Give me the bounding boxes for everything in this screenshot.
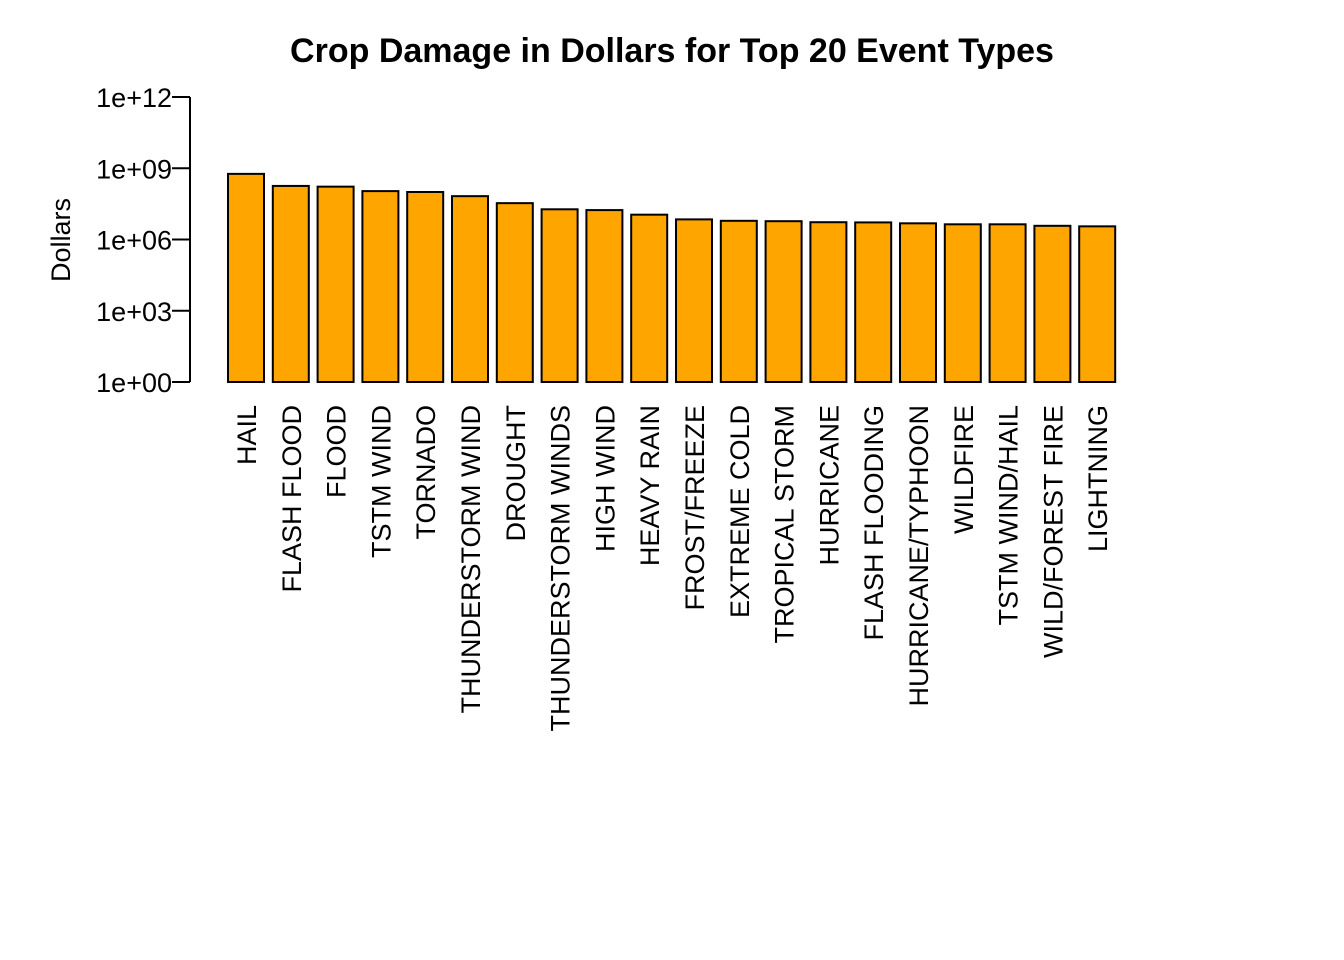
bar-flood (316, 185, 355, 383)
bar-lightning (1078, 225, 1117, 383)
x-category-label: TSTM WIND (366, 405, 396, 558)
bar-extreme-cold (719, 219, 758, 383)
bar-flash-flooding (854, 221, 893, 383)
bar-thunderstorm-winds (540, 208, 579, 383)
x-category-label: DROUGHT (501, 405, 531, 542)
bar-wildfire (943, 223, 982, 383)
bar-heavy-rain (630, 213, 669, 383)
x-category-label: HIGH WIND (590, 405, 620, 552)
bar-wild-forest-fire (1033, 224, 1072, 383)
y-tick-label: 1e+09 (96, 154, 172, 184)
y-tick-label: 1e+03 (96, 297, 172, 327)
x-category-label: HEAVY RAIN (635, 405, 665, 566)
y-axis-label: Dollars (46, 198, 76, 282)
bar-tstm-wind (361, 190, 400, 383)
bar-hurricane (809, 221, 848, 383)
x-category-label: FLASH FLOOD (277, 405, 307, 593)
bar-flash-flood (271, 184, 310, 383)
y-tick-label: 1e+06 (96, 226, 172, 256)
x-category-label: TORNADO (411, 405, 441, 540)
bar-high-wind (585, 209, 624, 383)
x-category-label: FROST/FREEZE (680, 405, 710, 611)
x-category-label: TROPICAL STORM (770, 405, 800, 644)
bar-tornado (406, 191, 445, 383)
x-category-label: THUNDERSTORM WINDS (546, 405, 576, 732)
x-category-label: HAIL (232, 405, 262, 465)
x-category-label: EXTREME COLD (725, 405, 755, 618)
x-category-label: FLASH FLOODING (859, 405, 889, 641)
bar-hail (227, 172, 265, 383)
bar-tropical-storm (764, 220, 803, 383)
x-category-label: THUNDERSTORM WIND (456, 405, 486, 713)
category-labels-group: HAIL FLASH FLOOD FLOOD TSTM WIND TORNADO THUN… (232, 405, 1113, 732)
x-category-label: FLOOD (322, 405, 352, 498)
bar-drought (495, 202, 534, 383)
y-axis: 1e+00 1e+03 1e+06 1e+09 1e+12 (96, 83, 191, 398)
bar-thunderstorm-wind (451, 195, 489, 383)
y-tick-label: 1e+12 (96, 83, 172, 113)
bar-tstm-wind-hail (988, 223, 1027, 383)
y-tick-label: 1e+00 (96, 368, 172, 398)
x-category-label: WILD/FOREST FIRE (1038, 405, 1068, 658)
bars-group (227, 172, 1117, 383)
bar-frost-freeze (675, 218, 713, 383)
x-category-label: TSTM WIND/HAIL (994, 405, 1024, 626)
x-category-label: HURRICANE/TYPHOON (904, 405, 934, 707)
x-category-label: HURRICANE (814, 405, 844, 566)
x-category-label: WILDFIRE (949, 405, 979, 534)
bar-hurricane-typhoon (899, 222, 937, 383)
x-category-label: LIGHTNING (1083, 405, 1113, 552)
chart-title: Crop Damage in Dollars for Top 20 Event … (290, 32, 1054, 70)
